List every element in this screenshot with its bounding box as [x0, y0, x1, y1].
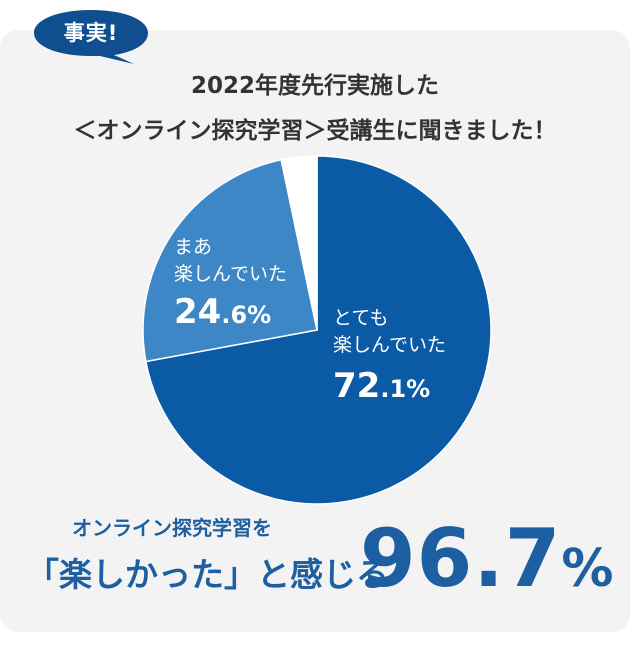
pie-slice-very	[145, 155, 492, 505]
badge-bubble	[34, 10, 148, 64]
slice-label-very-line2: 楽しんでいた	[333, 334, 447, 356]
total-unit: %	[561, 539, 614, 599]
slice-value-somewhat-main: 24	[174, 292, 222, 332]
slice-value-somewhat-dec: .6%	[221, 301, 272, 329]
chart-heading-line1: 2022年度先行実施した	[190, 73, 439, 99]
pie-slice-somewhat	[142, 158, 318, 363]
slice-label-very-line1: とても	[333, 307, 389, 329]
slice-value-very-dec: .1%	[380, 375, 431, 403]
slice-value-very: 72.1%	[333, 366, 430, 406]
conclusion-line2: 「楽しかった」と感じる	[26, 555, 389, 594]
total-value: 96.7	[360, 512, 562, 605]
total-percentage: 96.7%	[360, 512, 614, 605]
conclusion-line1: オンライン探究学習を	[72, 516, 272, 540]
pie-slice-other	[280, 155, 318, 331]
slice-label-somewhat-line2: 楽しんでいた	[174, 263, 288, 285]
slice-label-somewhat-line1: まあ	[174, 236, 213, 258]
slice-value-very-main: 72	[333, 366, 381, 406]
badge-text: 事実!	[63, 21, 119, 45]
slice-value-somewhat: 24.6%	[174, 292, 271, 332]
chart-heading-line2: ＜オンライン探究学習＞受講生に聞きました！	[73, 118, 557, 144]
